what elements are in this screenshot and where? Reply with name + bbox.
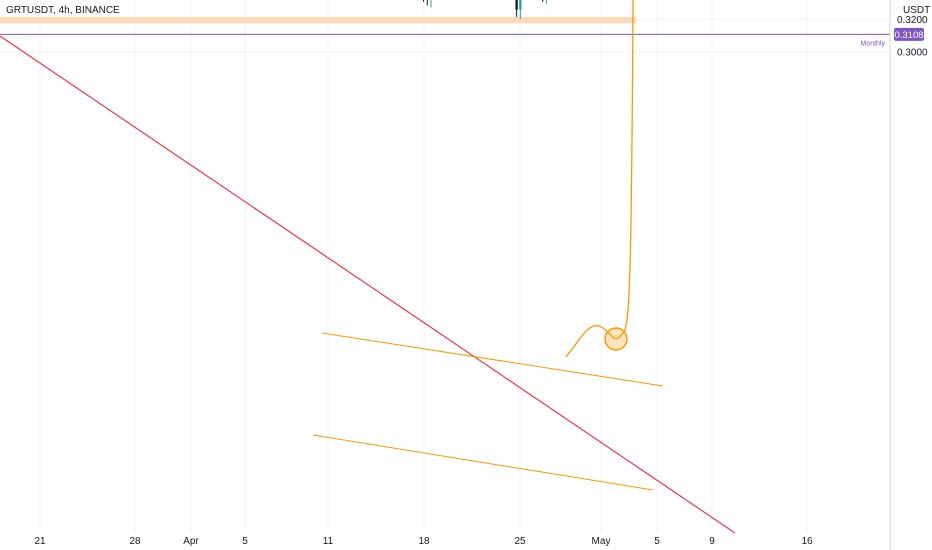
projection xyxy=(565,0,634,358)
time-tick-label: 25 xyxy=(514,536,526,547)
time-tick-label: 11 xyxy=(323,536,334,547)
level-timeframe-label: Monthly xyxy=(860,40,885,47)
time-tick-label: 5 xyxy=(242,536,248,547)
price-axis-bg xyxy=(890,0,932,550)
channel-lower-line xyxy=(312,434,654,491)
level-tag-bg xyxy=(894,27,924,41)
time-tick-label: 28 xyxy=(129,536,141,547)
time-tick-label: 18 xyxy=(418,536,430,547)
price-tick-label: 0.3200 xyxy=(897,15,928,26)
projection-path xyxy=(565,0,634,358)
time-tick-label: 16 xyxy=(801,536,813,547)
trendlines xyxy=(0,35,736,534)
channel-upper-line xyxy=(321,332,664,387)
time-tick-label: May xyxy=(592,536,611,547)
time-tick-label: 21 xyxy=(34,536,46,547)
level-lines xyxy=(0,33,890,35)
time-tick-label: 9 xyxy=(709,536,715,547)
level-tags: 0.5471Monthly0.4550Daily0.3952Weekly0.38… xyxy=(860,27,924,47)
symbol-label: GRTUSDT, 4h, BINANCE xyxy=(6,5,120,16)
support-zone-lower xyxy=(0,16,636,24)
zones xyxy=(0,16,636,24)
time-tick-label: 5 xyxy=(654,536,660,547)
target-circle xyxy=(604,327,628,351)
price-tick-label: 0.3000 xyxy=(897,47,928,58)
currency-label: USDT xyxy=(903,5,930,16)
candle-body xyxy=(519,0,522,10)
downtrend-line xyxy=(0,35,736,534)
price-axis[interactable]: 0.60000.58000.56000.54000.52000.50000.48… xyxy=(897,0,928,58)
candle-body xyxy=(515,0,518,10)
time-axis[interactable]: 21 28 Apr 5 11 18 25 May 5 9 16 xyxy=(34,536,813,547)
time-tick-label: Apr xyxy=(183,536,199,547)
level-tag: 0.3108 xyxy=(894,30,923,41)
grid xyxy=(0,0,890,532)
candles xyxy=(423,0,547,19)
